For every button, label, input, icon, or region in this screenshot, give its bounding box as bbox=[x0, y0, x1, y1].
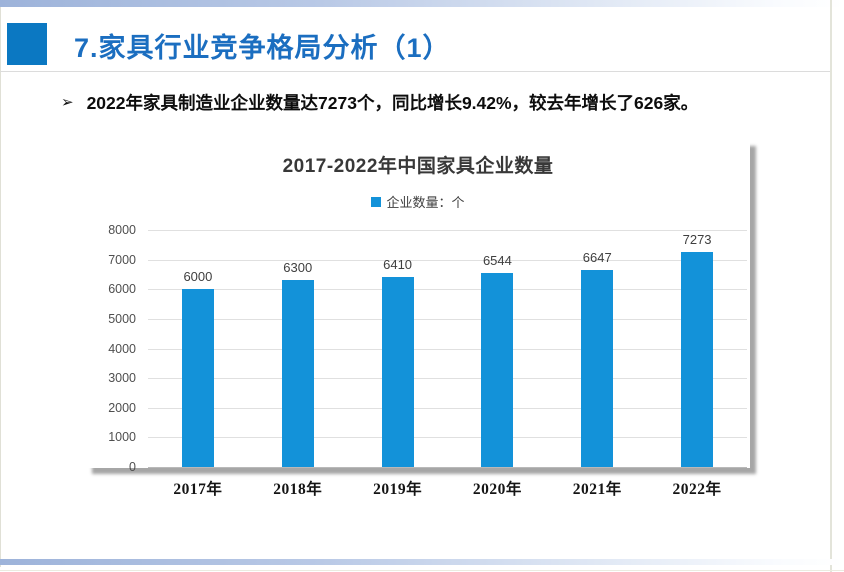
bar bbox=[581, 270, 614, 467]
x-tick-label: 2020年 bbox=[472, 481, 522, 498]
arrow-bullet-icon: ➢ bbox=[61, 94, 74, 111]
grid-line bbox=[148, 407, 747, 409]
y-tick-label: 6000 bbox=[108, 282, 136, 297]
bar bbox=[381, 277, 414, 467]
bar-chart: 2017-2022年中国家具企业数量 企业数量：个 0 1000 2000 3000 4… bbox=[86, 140, 750, 474]
x-axis-labels: 2017年 2018年 2019年 2020年 2021年 2022年 bbox=[148, 477, 747, 499]
y-tick-label: 8000 bbox=[108, 223, 136, 237]
grid-line bbox=[148, 348, 747, 350]
x-tick-label: 2019年 bbox=[373, 481, 423, 498]
y-tick-label: 1000 bbox=[108, 430, 136, 445]
x-tick-label: 2022年 bbox=[672, 481, 722, 498]
bar bbox=[281, 280, 314, 467]
x-tick-label: 2018年 bbox=[273, 481, 323, 498]
legend-label: 企业数量：个 bbox=[386, 195, 465, 210]
y-tick-label: 3000 bbox=[108, 371, 136, 386]
bar bbox=[481, 273, 514, 467]
top-decorative-strip bbox=[0, 0, 844, 7]
bar-value-label: 6647 bbox=[582, 250, 612, 266]
bottom-decorative-strip bbox=[0, 559, 844, 565]
left-edge-line bbox=[0, 7, 1, 567]
y-tick-label: 2000 bbox=[108, 400, 136, 415]
bar-value-label: 6544 bbox=[482, 253, 512, 269]
grid-line bbox=[148, 259, 747, 261]
bullet-text: 2022年家具制造业企业数量达7273个，同比增长9.42%，较去年增长了626… bbox=[86, 93, 699, 113]
bar-value-label: 6000 bbox=[183, 269, 213, 285]
bar-value-label: 7273 bbox=[682, 231, 712, 247]
y-tick-label: 4000 bbox=[108, 341, 136, 356]
legend-swatch-icon bbox=[371, 196, 382, 207]
bar-value-label: 6410 bbox=[383, 257, 413, 273]
x-tick-label: 2017年 bbox=[173, 481, 223, 498]
bar bbox=[681, 251, 714, 467]
y-axis-labels: 0 1000 2000 3000 4000 5000 6000 7000 8000 bbox=[86, 223, 136, 474]
grid-line bbox=[148, 230, 747, 231]
y-tick-label: 7000 bbox=[108, 252, 136, 267]
grid-line bbox=[148, 318, 747, 320]
y-tick-label: 5000 bbox=[108, 311, 136, 326]
chart-title: 2017-2022年中国家具企业数量 bbox=[282, 156, 554, 177]
grid-line bbox=[148, 437, 747, 439]
header-divider bbox=[0, 71, 830, 72]
x-tick-label: 2021年 bbox=[572, 481, 622, 498]
grid-line bbox=[148, 289, 747, 291]
y-tick-label: 0 bbox=[129, 460, 136, 474]
bar-value-label: 6300 bbox=[283, 260, 313, 276]
title-accent-square bbox=[7, 23, 47, 65]
right-edge-line bbox=[830, 0, 832, 572]
plot-area: 6000 6300 6410 6544 6647 7273 bbox=[148, 230, 747, 468]
page-title: 7.家具行业竞争格局分析（1） bbox=[74, 33, 451, 63]
bar bbox=[181, 289, 214, 467]
bullet-row: ➢ 2022年家具制造业企业数量达7273个，同比增长9.42%，较去年增长了6… bbox=[61, 92, 821, 114]
bottom-edge-line bbox=[0, 570, 844, 571]
chart-legend: 企业数量：个 bbox=[86, 192, 750, 211]
grid-line bbox=[148, 378, 747, 380]
